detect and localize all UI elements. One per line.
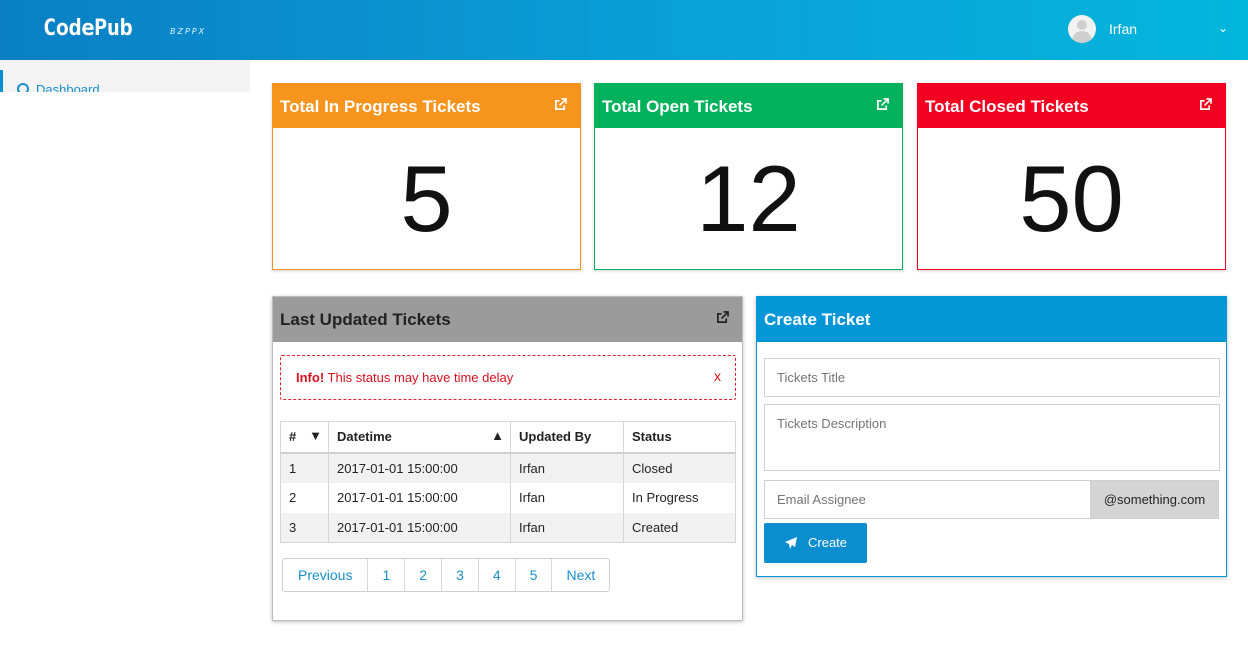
- stat-card-header: Total In Progress Tickets: [273, 84, 580, 128]
- ticket-title-input[interactable]: [764, 358, 1220, 397]
- external-link-icon[interactable]: [876, 98, 889, 111]
- sidebar-item-label: Dashboard: [36, 82, 100, 92]
- stat-card-in-progress: Total In Progress Tickets 5: [272, 83, 581, 270]
- table-header-row: # ▼ Datetime ▲ Updated By Status: [280, 421, 736, 454]
- cell-status: Created: [623, 512, 736, 543]
- close-alert-button[interactable]: x: [714, 368, 721, 384]
- avatar[interactable]: [1068, 15, 1096, 43]
- stat-card-value: 50: [1019, 146, 1124, 251]
- table-row[interactable]: 2 2017-01-01 15:00:00 Irfan In Progress: [280, 482, 736, 513]
- external-link-icon[interactable]: [554, 98, 567, 111]
- brand-subtitle: BZPPX: [170, 27, 207, 36]
- tickets-table: # ▼ Datetime ▲ Updated By Status 1 2017-01…: [280, 421, 736, 543]
- column-header-datetime[interactable]: Datetime ▲: [328, 421, 511, 454]
- sidebar-item-dashboard[interactable]: Dashboard: [17, 82, 100, 92]
- last-updated-panel: Last Updated Tickets Info! This status m…: [272, 296, 743, 621]
- cell-status: In Progress: [623, 482, 736, 513]
- cell-datetime: 2017-01-01 15:00:00: [328, 452, 511, 483]
- cell-updated-by: Irfan: [510, 452, 624, 483]
- cell-status: Closed: [623, 452, 736, 483]
- cell-id: 1: [280, 452, 329, 483]
- stat-card-title: Total Open Tickets: [602, 97, 753, 116]
- dashboard-icon: [17, 83, 29, 92]
- stat-card-title: Total In Progress Tickets: [280, 97, 481, 116]
- pagination: Previous 1 2 3 4 5 Next: [282, 558, 611, 592]
- pagination-page-2[interactable]: 2: [404, 559, 441, 591]
- email-assignee-input[interactable]: [764, 480, 1091, 519]
- user-menu[interactable]: Irfan ⌄: [1068, 15, 1234, 45]
- pagination-page-3[interactable]: 3: [441, 559, 478, 591]
- brand-logo[interactable]: CodePub: [43, 16, 133, 41]
- panel-title: Create Ticket: [764, 310, 871, 329]
- top-navbar: CodePub BZPPX Irfan ⌄: [0, 0, 1248, 60]
- create-ticket-panel: Create Ticket @something.com Create: [756, 296, 1227, 577]
- external-link-icon[interactable]: [716, 311, 729, 324]
- column-header-status[interactable]: Status: [623, 421, 736, 454]
- chevron-down-icon[interactable]: ⌄: [1218, 21, 1229, 35]
- panel-header: Create Ticket: [757, 297, 1226, 342]
- sort-desc-icon[interactable]: ▼: [309, 428, 322, 443]
- external-link-icon[interactable]: [1199, 98, 1212, 111]
- stat-card-header: Total Closed Tickets: [918, 84, 1225, 128]
- table-row[interactable]: 3 2017-01-01 15:00:00 Irfan Created: [280, 512, 736, 543]
- column-header-updated-by[interactable]: Updated By: [510, 421, 624, 454]
- user-name[interactable]: Irfan: [1109, 21, 1138, 37]
- panel-title: Last Updated Tickets: [280, 310, 451, 329]
- active-marker: [0, 70, 3, 92]
- cell-updated-by: Irfan: [510, 482, 624, 513]
- stat-card-open: Total Open Tickets 12: [594, 83, 903, 270]
- pagination-next[interactable]: Next: [551, 559, 609, 591]
- table-row[interactable]: 1 2017-01-01 15:00:00 Irfan Closed: [280, 452, 736, 483]
- cell-datetime: 2017-01-01 15:00:00: [328, 512, 511, 543]
- sort-asc-icon[interactable]: ▲: [491, 428, 504, 443]
- cell-updated-by: Irfan: [510, 512, 624, 543]
- pagination-page-5[interactable]: 5: [514, 559, 552, 591]
- email-domain-addon: @something.com: [1090, 480, 1219, 519]
- create-button-label: Create: [808, 535, 848, 550]
- panel-header: Last Updated Tickets: [273, 297, 742, 342]
- create-button[interactable]: Create: [764, 523, 867, 563]
- sidebar: Dashboard: [0, 60, 250, 92]
- stat-card-title: Total Closed Tickets: [925, 97, 1089, 116]
- cell-id: 3: [280, 512, 329, 543]
- stat-card-value: 5: [400, 146, 453, 251]
- cell-id: 2: [280, 482, 329, 513]
- pagination-page-1[interactable]: 1: [367, 559, 404, 591]
- ticket-description-textarea[interactable]: [764, 404, 1220, 471]
- column-header-id[interactable]: # ▼: [280, 421, 329, 454]
- pagination-page-4[interactable]: 4: [477, 559, 515, 591]
- stat-card-header: Total Open Tickets: [595, 84, 902, 128]
- alert-strong: Info!: [296, 370, 325, 385]
- pagination-previous[interactable]: Previous: [298, 567, 353, 583]
- cell-datetime: 2017-01-01 15:00:00: [328, 482, 511, 513]
- stat-card-value: 12: [696, 146, 801, 251]
- alert-text: This status may have time delay: [324, 370, 514, 385]
- stat-card-closed: Total Closed Tickets 50: [917, 83, 1226, 270]
- paper-plane-icon: [785, 537, 797, 549]
- info-alert: Info! This status may have time delay x: [280, 355, 736, 400]
